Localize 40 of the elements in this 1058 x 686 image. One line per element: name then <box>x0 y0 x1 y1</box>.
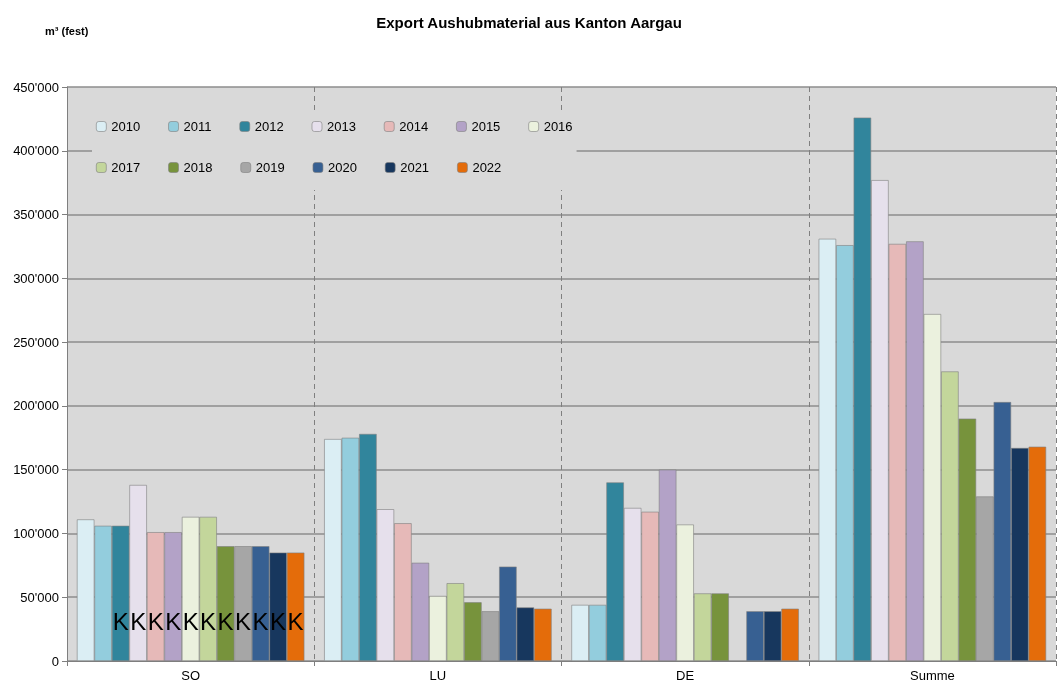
y-tick-label: 450'000 <box>13 79 59 95</box>
chart-title: Export Aushubmaterial aus Kanton Aargau <box>376 14 682 31</box>
data-label: K <box>287 607 304 635</box>
y-tick-label: 0 <box>51 653 59 669</box>
legend-label: 2019 <box>255 160 285 175</box>
data-label: K <box>112 607 129 635</box>
legend-label: 2010 <box>111 119 141 134</box>
y-tick-label: 300'000 <box>13 270 59 286</box>
legend-label: 2013 <box>326 119 356 134</box>
y-tick-label: 200'000 <box>13 398 59 414</box>
data-label: K <box>165 607 182 635</box>
legend-label: 2014 <box>399 119 429 134</box>
y-tick-label: 250'000 <box>13 334 59 350</box>
y-tick-label: 100'000 <box>13 525 59 541</box>
legend-label: 2011 <box>183 119 212 134</box>
x-tick-label: DE <box>676 668 695 683</box>
legend-label: 2018 <box>183 160 213 175</box>
x-tick-label: Summe <box>909 668 955 683</box>
y-axis-title: m³ (fest) <box>45 24 89 37</box>
data-label: K <box>147 607 164 635</box>
legend-label: 2017 <box>111 160 141 175</box>
data-label: K <box>130 607 147 635</box>
x-tick-label: SO <box>181 668 201 683</box>
legend-label: 2016 <box>543 119 573 134</box>
data-label: K <box>235 607 252 635</box>
y-tick-label: 150'000 <box>13 462 59 478</box>
y-tick-label: 350'000 <box>13 207 59 223</box>
legend-label: 2021 <box>400 160 430 175</box>
y-tick-label: 50'000 <box>20 589 59 605</box>
legend-label: 2020 <box>327 160 357 175</box>
data-label: K <box>182 607 199 635</box>
data-label: K <box>217 607 234 635</box>
data-label: K <box>270 607 287 635</box>
legend-label: 2012 <box>254 119 284 134</box>
y-tick-label: 400'000 <box>13 143 59 159</box>
data-label: K <box>252 607 269 635</box>
legend-label: 2022 <box>472 160 502 175</box>
legend-label: 2015 <box>471 119 501 134</box>
data-label: K <box>200 607 217 635</box>
x-tick-label: LU <box>429 668 447 683</box>
